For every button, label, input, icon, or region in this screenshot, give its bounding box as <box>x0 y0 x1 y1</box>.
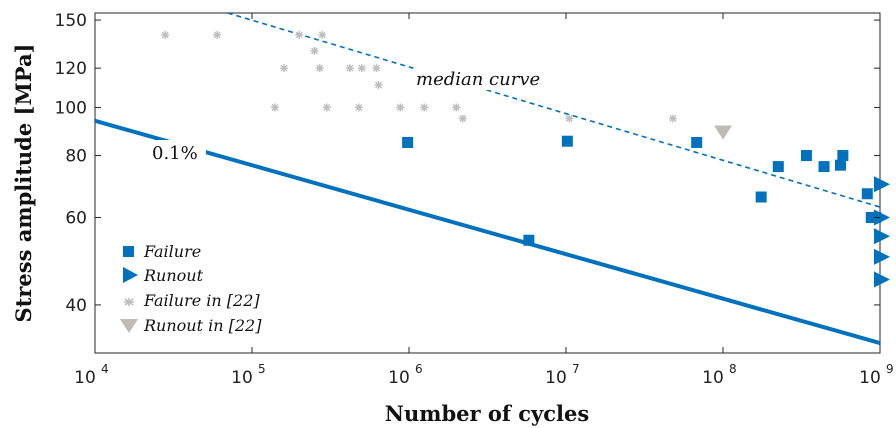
legend: Failure Runout Failure in [22] Runout in… <box>120 242 262 335</box>
marker-asterisk-2-12 <box>372 64 381 73</box>
legend-marker-failure <box>123 246 134 257</box>
marker-triangle-down-3-0 <box>714 125 732 140</box>
x-tick-exponent: 4 <box>101 362 109 376</box>
ticks-layer: 10 4 10 5 10 6 10 7 10 8 10 9 40 60 80 100 120 150 <box>55 11 894 388</box>
marker-asterisk-2-9 <box>345 64 354 73</box>
x-tick-label: 10 <box>74 368 96 388</box>
y-tick-label: 40 <box>65 296 87 316</box>
marker-asterisk-2-7 <box>318 30 327 39</box>
marker-square-0-7 <box>818 161 830 173</box>
y-tick-label: 80 <box>65 147 87 167</box>
marker-asterisk-2-8 <box>322 103 331 112</box>
y-tick-label: 120 <box>55 59 87 79</box>
percentile-label: 0.1% <box>152 143 198 164</box>
legend-label-runout: Runout <box>143 266 204 285</box>
x-tick-label: 10 <box>388 368 410 388</box>
x-tick-exponent: 8 <box>729 362 737 376</box>
marker-square-0-8 <box>834 159 846 171</box>
marker-asterisk-2-0 <box>161 30 170 39</box>
y-tick-label: 100 <box>55 98 87 118</box>
lines-layer <box>95 13 880 346</box>
marker-asterisk-2-10 <box>354 103 363 112</box>
percentile-label-bg <box>148 140 206 164</box>
marker-asterisk-2-5 <box>310 46 319 55</box>
percentile-curve-line <box>95 118 880 346</box>
marker-triangle-right-1-0 <box>874 176 890 193</box>
marker-asterisk-2-18 <box>565 114 574 123</box>
median-curve-label: median curve <box>416 69 540 90</box>
x-tick-label: 10 <box>545 368 567 388</box>
marker-asterisk-2-17 <box>458 114 467 123</box>
marker-triangle-right-1-2 <box>874 228 890 245</box>
x-tick-label: 10 <box>231 368 253 388</box>
marker-asterisk-2-11 <box>357 64 366 73</box>
x-axis-label: Number of cycles <box>385 401 589 426</box>
marker-triangle-right-1-4 <box>874 271 890 288</box>
marker-square-0-0 <box>402 136 414 148</box>
x-tick-exponent: 5 <box>258 362 266 376</box>
marker-square-0-2 <box>561 135 573 147</box>
x-tick-exponent: 9 <box>886 362 894 376</box>
marker-asterisk-2-3 <box>280 64 289 73</box>
legend-marker-runout <box>123 267 138 283</box>
y-tick-label: 150 <box>55 11 87 31</box>
legend-label-failure-ref: Failure in [22] <box>143 291 260 310</box>
x-tick-label: 10 <box>859 368 881 388</box>
marker-asterisk-2-4 <box>295 30 304 39</box>
marker-asterisk-2-1 <box>213 30 222 39</box>
series-layer <box>161 30 890 288</box>
marker-asterisk-2-19 <box>668 114 677 123</box>
legend-marker-runout-ref <box>120 319 138 333</box>
marker-asterisk-2-6 <box>315 64 324 73</box>
median-curve-label-bg <box>413 68 543 90</box>
marker-square-0-4 <box>755 191 767 203</box>
legend-label-failure: Failure <box>143 242 201 261</box>
marker-asterisk-2-16 <box>452 103 461 112</box>
y-axis-label: Stress amplitude [MPa] <box>11 44 36 323</box>
marker-asterisk-2-2 <box>270 103 279 112</box>
marker-square-0-1 <box>523 234 535 246</box>
marker-square-0-9 <box>837 150 849 162</box>
marker-square-0-10 <box>861 188 873 200</box>
marker-square-0-3 <box>691 136 703 148</box>
y-tick-label: 60 <box>65 209 87 229</box>
median-curve-line <box>227 13 880 208</box>
marker-triangle-right-1-1 <box>874 209 890 226</box>
marker-triangle-right-1-3 <box>874 248 890 265</box>
marker-square-0-6 <box>800 150 812 162</box>
marker-asterisk-2-14 <box>396 103 405 112</box>
marker-asterisk-2-13 <box>374 80 383 89</box>
legend-marker-failure-ref <box>124 298 134 306</box>
x-tick-exponent: 7 <box>572 362 580 376</box>
x-tick-exponent: 6 <box>415 362 423 376</box>
legend-label-runout-ref: Runout in [22] <box>143 316 262 335</box>
x-tick-label: 10 <box>702 368 724 388</box>
marker-asterisk-2-15 <box>420 103 429 112</box>
marker-square-0-5 <box>772 161 784 173</box>
